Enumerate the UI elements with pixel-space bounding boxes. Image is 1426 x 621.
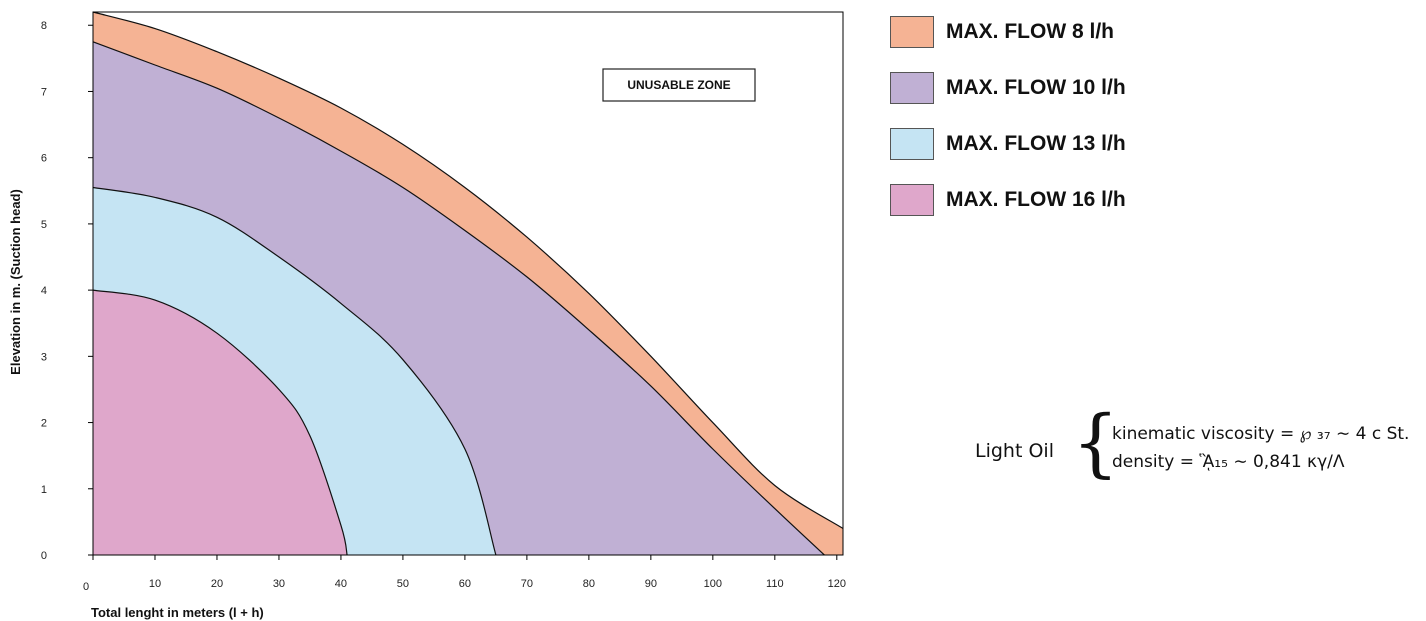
y-axis-title: Elevation in m. (Suction head) [8, 189, 23, 375]
unusable-zone-box: UNUSABLE ZONE [602, 68, 756, 102]
fluid-properties: Light Oil { kinematic viscosity = ℘ ₃₇ ∼… [975, 406, 1415, 494]
x-axis-title: Total lenght in meters (l + h) [91, 605, 264, 620]
x-tick-label: 70 [521, 578, 533, 590]
y-tick-label: 2 [41, 418, 47, 430]
x-tick-label: 40 [335, 578, 347, 590]
legend: MAX. FLOW 8 l/h MAX. FLOW 10 l/h MAX. FL… [890, 14, 1126, 238]
flow-curve-2 [92, 41, 825, 556]
flow-area-4 [93, 290, 348, 555]
x-tick-label: 20 [211, 578, 223, 590]
x-tick-label: 0 [83, 581, 89, 593]
x-tick-label: 80 [583, 578, 595, 590]
x-tick-label: 120 [828, 578, 846, 590]
flow-areas [92, 11, 844, 556]
x-tick-label: 60 [459, 578, 471, 590]
legend-swatch [890, 16, 934, 48]
legend-item-8: MAX. FLOW 8 l/h [890, 14, 1126, 50]
y-tick-label: 1 [41, 484, 47, 496]
legend-swatch [890, 72, 934, 104]
plot-frame [92, 11, 844, 556]
y-tick-label: 6 [41, 153, 47, 165]
brace-icon: { [1072, 400, 1120, 486]
x-tick-label: 90 [645, 578, 657, 590]
flow-curve-3 [92, 186, 497, 556]
x-tick-label: 10 [149, 578, 161, 590]
x-tick-label: 100 [704, 578, 722, 590]
y-tick-label: 3 [41, 351, 47, 363]
chart: 0 10 20 30 40 50 60 70 80 90 100 110 120 0 1 2 3 4 5 6 7 8 UN… [8, 11, 846, 620]
density-text: density = ᾋ₁₅ ∼ 0,841 κγ/Λ [1112, 452, 1345, 472]
y-tick-label: 7 [41, 86, 47, 98]
legend-label: MAX. FLOW 8 l/h [946, 20, 1114, 43]
legend-item-13: MAX. FLOW 13 l/h [890, 126, 1126, 162]
flow-curve-1 [92, 11, 844, 530]
y-tick-label: 0 [41, 550, 47, 562]
legend-swatch [890, 128, 934, 160]
viscosity-text: kinematic viscosity = ℘ ₃₇ ∼ 4 c St. [1112, 424, 1410, 444]
y-tick-label: 5 [41, 219, 47, 231]
x-tick-label: 110 [766, 578, 784, 590]
x-tick-label: 30 [273, 578, 285, 590]
legend-label: MAX. FLOW 10 l/h [946, 76, 1126, 99]
flow-curve-4 [92, 289, 348, 556]
fluid-name: Light Oil [975, 440, 1054, 462]
y-tick-label: 4 [41, 285, 47, 297]
y-tick-label: 8 [41, 20, 47, 32]
legend-swatch [890, 184, 934, 216]
legend-label: MAX. FLOW 13 l/h [946, 132, 1126, 155]
x-tick-label: 50 [397, 578, 409, 590]
unusable-zone-label: UNUSABLE ZONE [627, 78, 730, 92]
legend-label: MAX. FLOW 16 l/h [946, 188, 1126, 211]
legend-item-10: MAX. FLOW 10 l/h [890, 70, 1126, 106]
legend-item-16: MAX. FLOW 16 l/h [890, 182, 1126, 218]
axis-ticks: 0 10 20 30 40 50 60 70 80 90 100 110 120 0 1 2 3 4 5 6 7 8 [41, 20, 846, 593]
